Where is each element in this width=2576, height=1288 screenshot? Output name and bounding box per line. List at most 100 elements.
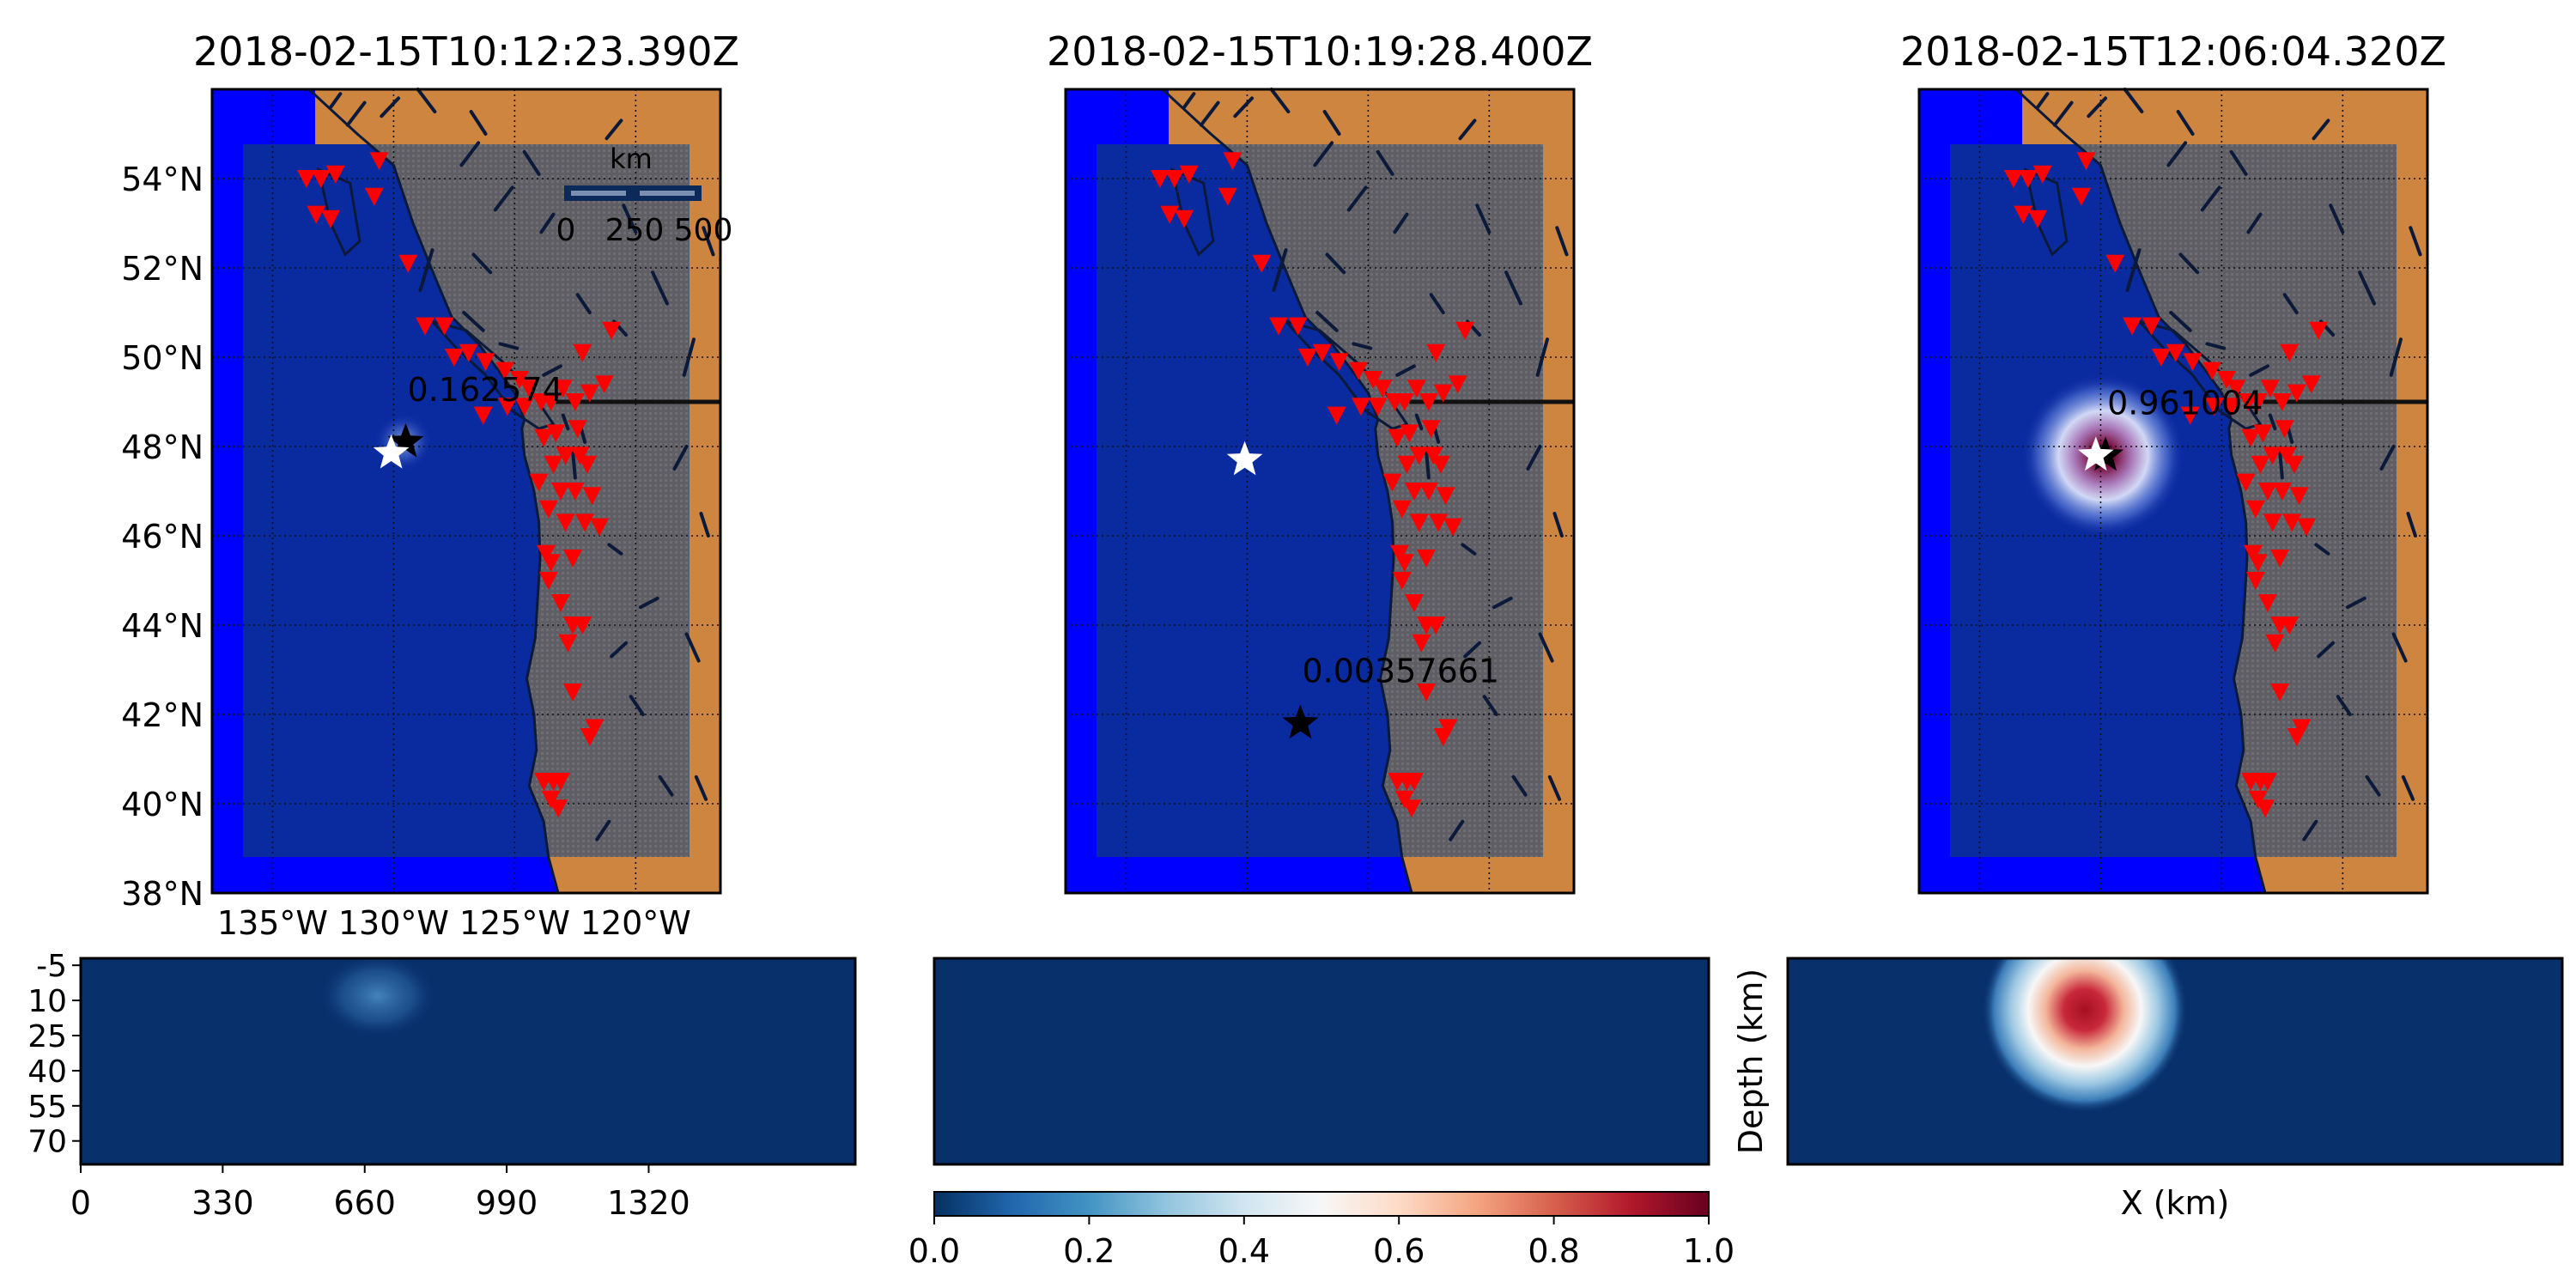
station-marker	[2018, 170, 2038, 188]
station-marker	[2028, 210, 2048, 228]
coast-feature	[2268, 413, 2277, 431]
coast-feature	[2278, 449, 2284, 480]
station-marker	[1373, 380, 1393, 398]
scalebar-label: 0	[556, 213, 576, 248]
vancouver-island	[2136, 319, 2263, 430]
x-tick-label: 1320	[607, 1184, 690, 1222]
station-marker	[549, 799, 568, 818]
station-marker	[1436, 487, 1455, 506]
coast-feature	[1346, 185, 1368, 212]
station-marker	[1419, 483, 1438, 501]
coast-feature	[2389, 337, 2403, 377]
coast-feature	[542, 364, 562, 377]
station-marker	[1382, 473, 1402, 492]
coast-feature	[694, 775, 708, 801]
lat-tick-label: 44°N	[121, 607, 204, 645]
lat-tick-label: 40°N	[121, 786, 204, 823]
coast-feature	[2246, 212, 2263, 234]
ocean-grid	[243, 144, 549, 857]
coast-feature	[418, 248, 434, 292]
coast-feature	[1325, 252, 1346, 275]
coast-feature	[595, 819, 611, 841]
coast-feature	[1182, 92, 1196, 109]
station-marker	[556, 513, 575, 532]
coast-feature	[1552, 512, 1564, 538]
coast-feature	[1555, 226, 1569, 257]
station-marker	[2297, 518, 2317, 537]
station-marker	[2270, 550, 2290, 568]
lat-tick-label: 48°N	[121, 428, 204, 466]
station-marker	[2221, 398, 2241, 416]
station-marker	[2260, 380, 2280, 398]
coast-feature	[2406, 512, 2417, 538]
coast-feature	[2379, 445, 2396, 471]
station-marker	[1252, 254, 1272, 273]
station-marker	[2301, 375, 2321, 394]
scalebar-label: 250	[605, 213, 665, 248]
depth-frame	[933, 957, 1710, 1166]
coast-feature	[610, 641, 629, 659]
coast-feature	[459, 141, 481, 167]
station-marker	[2236, 473, 2256, 492]
station-marker	[296, 170, 316, 188]
station-marker	[2032, 165, 2052, 184]
ocean-nw	[1919, 89, 2022, 144]
x-tick-label: 990	[476, 1184, 538, 1222]
coast-feature	[1233, 96, 1255, 118]
coast-feature	[658, 775, 674, 797]
probability-label: 0.961004	[2107, 384, 2263, 422]
true-event-star	[2077, 436, 2114, 471]
station-marker	[476, 353, 495, 372]
station-marker	[1297, 349, 1317, 367]
panel-title: 2018-02-15T10:12:23.390Z	[193, 28, 739, 75]
station-marker	[2251, 455, 2270, 474]
station-marker	[2241, 428, 2261, 447]
station-marker	[307, 205, 326, 224]
coast-feature	[380, 96, 401, 118]
coast-feature	[2166, 141, 2188, 167]
coast-feature	[1322, 110, 1341, 136]
depth-frame	[79, 957, 857, 1166]
coast-feature	[2229, 149, 2248, 176]
station-marker	[416, 317, 435, 336]
station-marker	[602, 321, 622, 340]
y-tick-label: 25	[27, 1019, 67, 1054]
ocean-west-strip	[1066, 89, 1097, 893]
vancouver-island	[428, 319, 556, 430]
coast-feature	[638, 596, 659, 610]
scalebar-label: 500	[674, 213, 733, 248]
colorbar-tick-label: 1.0	[1683, 1232, 1735, 1270]
station-marker	[2309, 321, 2329, 340]
station-marker	[444, 349, 464, 367]
coast-feature	[1313, 141, 1334, 167]
station-marker	[1404, 594, 1424, 612]
coast-feature	[2200, 185, 2221, 212]
station-marker	[2287, 384, 2306, 403]
station-marker	[2256, 799, 2275, 818]
station-marker	[398, 254, 418, 273]
station-marker	[2204, 398, 2224, 416]
depth-panel-3: X (km) Depth (km)	[1732, 957, 2564, 1222]
station-marker	[1175, 210, 1194, 228]
coast-feature	[1315, 311, 1339, 332]
station-marker	[1179, 165, 1199, 184]
coast-feature	[629, 695, 645, 716]
lat-tick-label: 38°N	[121, 875, 204, 913]
station-marker	[364, 187, 384, 206]
coast-feature	[1461, 543, 1477, 556]
station-marker	[2003, 170, 2023, 188]
station-marker	[434, 317, 454, 336]
station-marker	[1150, 170, 1170, 188]
station-marker	[2076, 152, 2096, 171]
station-marker	[1412, 634, 1431, 653]
coast-feature	[2329, 204, 2345, 234]
station-marker	[553, 380, 573, 398]
station-marker	[1218, 187, 1237, 206]
coast-feature	[622, 204, 638, 234]
coast-feature	[571, 449, 577, 480]
station-marker	[1417, 683, 1437, 702]
coast-feature	[1538, 632, 1554, 663]
depth-frame	[1786, 957, 2564, 1166]
station-marker	[1426, 617, 1446, 635]
